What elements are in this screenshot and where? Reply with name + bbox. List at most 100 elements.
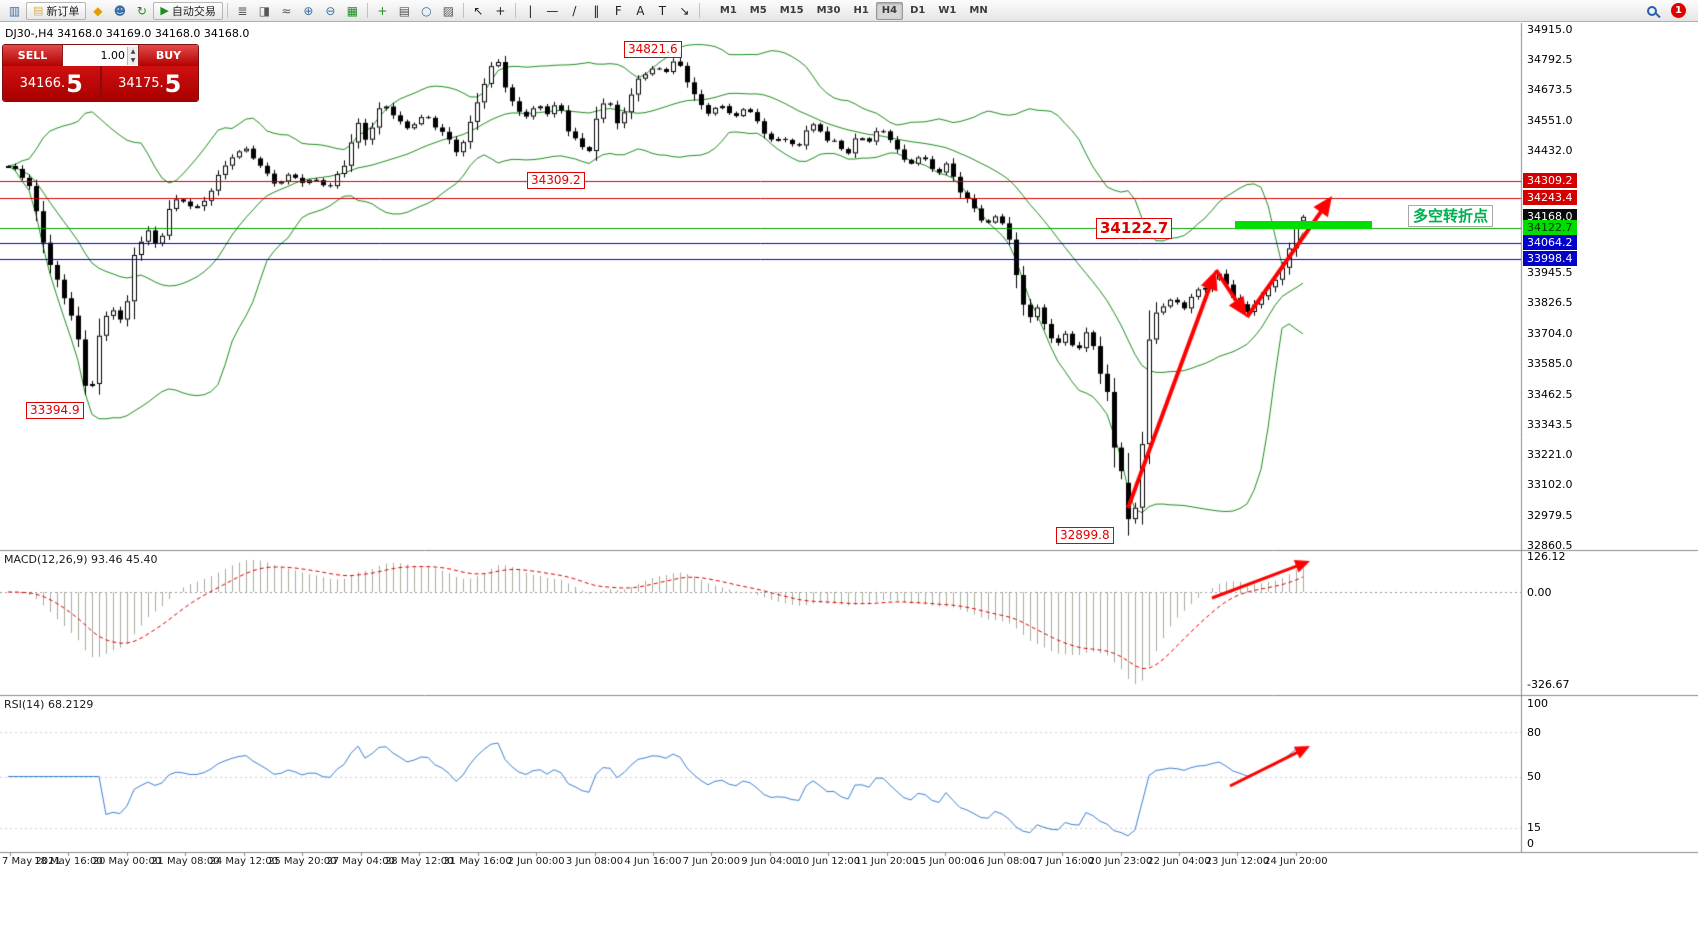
- time-axis-label: 7 Jun 20:00: [682, 856, 740, 867]
- horizontal-line-icon[interactable]: —: [546, 3, 559, 18]
- toolbar-separator: [226, 3, 228, 18]
- price-scale-label: 33102.0: [1527, 478, 1573, 492]
- sell-button[interactable]: SELL: [3, 45, 62, 66]
- sell-price-big-digit: 5: [66, 69, 83, 98]
- timeframe-m30-button[interactable]: M30: [816, 5, 841, 16]
- price-scale-label: 33462.5: [1527, 387, 1573, 401]
- timeframe-h1-button[interactable]: H1: [853, 5, 869, 16]
- timeframe-m1-button[interactable]: M1: [719, 5, 737, 16]
- macd-indicator-label: MACD(12,26,9) 93.46 45.40: [4, 553, 158, 566]
- refresh-icon[interactable]: ↻: [136, 3, 147, 18]
- price-scale-label: 34673.5: [1527, 83, 1573, 97]
- price-callout-34821.6[interactable]: 34821.6: [624, 41, 682, 58]
- one-click-trading-panel: SELL ▲ ▼ BUY 34166. 5 34175. 5: [2, 44, 199, 102]
- arrow-tool-icon[interactable]: ↘: [679, 3, 690, 18]
- time-axis-label: 2 Jun 00:00: [507, 856, 565, 867]
- price-callout-34122.7[interactable]: 34122.7: [1096, 218, 1173, 239]
- buy-price-main: 34175.: [118, 76, 164, 91]
- label-icon[interactable]: T: [658, 3, 667, 18]
- new-order-button[interactable]: ▤ 新订单: [26, 1, 87, 20]
- price-badge-34243.4: 34243.4: [1523, 189, 1577, 205]
- volume-up-arrow[interactable]: ▲: [128, 46, 138, 56]
- cursor-icon[interactable]: ↖: [473, 3, 484, 18]
- price-callout-33394.9[interactable]: 33394.9: [26, 402, 84, 419]
- toolbar-separator: [514, 3, 516, 18]
- volume-input[interactable]: [63, 49, 127, 62]
- price-scale-label: 33343.5: [1527, 417, 1573, 431]
- time-axis-label: 20 May 00:00: [92, 856, 162, 867]
- app-icon[interactable]: ▥: [8, 3, 21, 18]
- new-order-icon: ▤: [33, 4, 44, 17]
- macd-scale-label: 126.12: [1527, 549, 1566, 563]
- price-scale-label: 33585.0: [1527, 356, 1573, 370]
- notification-badge[interactable]: 1: [1671, 3, 1686, 18]
- crosshair-icon[interactable]: +: [495, 3, 506, 18]
- price-scale-label: 33826.5: [1527, 296, 1573, 310]
- favorites-icon[interactable]: ◆: [93, 3, 103, 18]
- timeframe-mn-button[interactable]: MN: [969, 5, 988, 16]
- price-scale-label: 32860.5: [1527, 539, 1573, 552]
- line-chart-icon[interactable]: ≈: [281, 3, 292, 18]
- zoom-in-icon[interactable]: ⊕: [303, 3, 314, 18]
- macd-scale-label: -326.67: [1527, 677, 1570, 691]
- channel-icon[interactable]: ‖: [593, 3, 600, 18]
- buy-price[interactable]: 34175. 5: [102, 66, 199, 101]
- time-axis-label: 17 Jun 16:00: [1030, 856, 1094, 867]
- indicator-window-icon[interactable]: ▤: [398, 3, 411, 18]
- price-scale-label: 33221.0: [1527, 448, 1573, 462]
- fibonacci-icon[interactable]: F: [614, 3, 622, 18]
- rsi-scale-label: 15: [1527, 821, 1541, 835]
- timeframe-m15-button[interactable]: M15: [779, 5, 804, 16]
- price-callout-32899.8[interactable]: 32899.8: [1056, 527, 1114, 544]
- price-callout-34309.2[interactable]: 34309.2: [527, 172, 585, 189]
- time-axis-label: 15 Jun 00:00: [913, 856, 977, 867]
- price-badge-34122.7: 34122.7: [1523, 220, 1577, 236]
- clock-icon[interactable]: ○: [421, 3, 432, 18]
- time-axis-label: 21 May 08:00: [151, 856, 220, 867]
- ohlc-readout: DJ30-,H4 34168.0 34169.0 34168.0 34168.0: [5, 27, 250, 40]
- volume-down-arrow[interactable]: ▼: [128, 55, 138, 65]
- profile-icon[interactable]: ☻: [113, 3, 127, 18]
- price-badge-34064.2: 34064.2: [1523, 234, 1577, 250]
- tile-windows-icon[interactable]: ▦: [346, 3, 359, 18]
- timeframe-d1-button[interactable]: D1: [910, 5, 926, 16]
- time-axis-label: 18 May 16:00: [34, 856, 103, 867]
- new-order-label: 新订单: [46, 4, 80, 18]
- timeframe-h4-button[interactable]: H4: [875, 1, 904, 20]
- buy-button[interactable]: BUY: [139, 45, 198, 66]
- search-icon[interactable]: [1647, 5, 1657, 16]
- price-scale-label: 34432.0: [1527, 143, 1573, 157]
- vertical-line-icon[interactable]: |: [528, 3, 533, 18]
- time-axis-label: 16 Jun 08:00: [971, 856, 1036, 867]
- price-scale-label: 33704.0: [1527, 326, 1573, 340]
- rsi-scale-label: 80: [1527, 725, 1541, 739]
- autotrade-icon: ▶: [160, 4, 169, 17]
- support-highlight-bar[interactable]: [1235, 221, 1372, 229]
- toolbar-separator: [698, 3, 700, 18]
- time-axis-label: 10 Jun 12:00: [796, 856, 861, 867]
- rsi-scale-label: 100: [1527, 696, 1548, 710]
- turning-point-annotation[interactable]: 多空转折点: [1408, 205, 1494, 227]
- indicators-icon[interactable]: +: [377, 3, 388, 18]
- trendline-icon[interactable]: /: [572, 3, 577, 18]
- template-icon[interactable]: ▨: [442, 3, 455, 18]
- candlestick-icon[interactable]: ◨: [258, 3, 271, 18]
- price-divider: [99, 66, 102, 101]
- autotrade-button[interactable]: ▶ 自动交易: [153, 1, 223, 20]
- zoom-out-icon[interactable]: ⊖: [325, 3, 336, 18]
- sell-price-main: 34166.: [19, 76, 66, 91]
- time-axis-label: 9 Jun 04:00: [741, 856, 799, 867]
- price-scale-label: 32979.5: [1527, 509, 1573, 523]
- timeframe-w1-button[interactable]: W1: [938, 5, 957, 16]
- time-axis-label: 24 Jun 20:00: [1264, 856, 1328, 867]
- price-badge-33998.4: 33998.4: [1523, 251, 1577, 267]
- price-badge-34168.0: 34168.0: [1523, 208, 1577, 224]
- text-icon[interactable]: A: [636, 3, 645, 18]
- bar-chart-icon[interactable]: ≣: [237, 3, 248, 18]
- price-scale-label: 34551.0: [1527, 114, 1573, 127]
- time-axis-label: 28 May 12:00: [384, 856, 454, 867]
- rsi-scale-label: 0: [1527, 836, 1534, 850]
- timeframe-m5-button[interactable]: M5: [749, 5, 767, 16]
- sell-price[interactable]: 34166. 5: [3, 66, 100, 101]
